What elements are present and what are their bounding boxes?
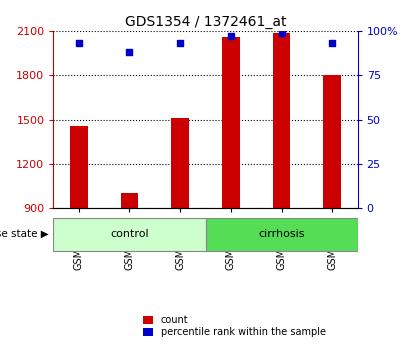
Bar — [70, 126, 88, 208]
Point — [126, 50, 133, 55]
Point — [329, 41, 335, 46]
Bar — [323, 75, 341, 208]
Legend: count, percentile rank within the sample: count, percentile rank within the sample — [140, 312, 328, 340]
FancyBboxPatch shape — [206, 218, 358, 251]
Title: GDS1354 / 1372461_at: GDS1354 / 1372461_at — [125, 14, 286, 29]
Bar — [222, 37, 240, 208]
Point — [278, 30, 285, 36]
Point — [76, 41, 82, 46]
Bar — [120, 194, 139, 208]
Bar — [171, 118, 189, 208]
FancyBboxPatch shape — [53, 218, 206, 251]
Text: disease state ▶: disease state ▶ — [0, 229, 48, 239]
Text: control: control — [110, 229, 149, 239]
Bar — [272, 32, 291, 208]
Point — [177, 41, 183, 46]
Point — [228, 33, 234, 39]
Text: cirrhosis: cirrhosis — [258, 229, 305, 239]
